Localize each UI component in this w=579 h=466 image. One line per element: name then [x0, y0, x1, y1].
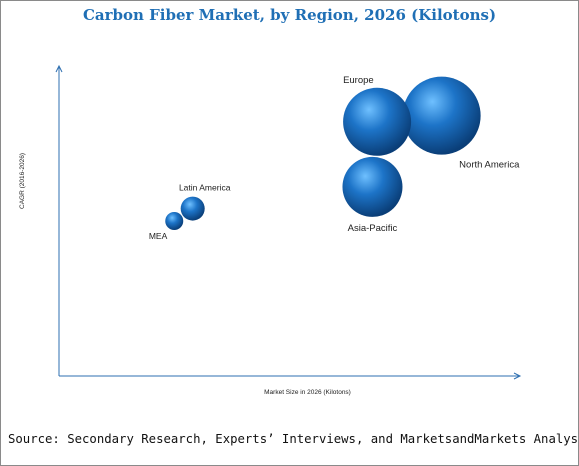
- bubble-mea: [165, 212, 184, 230]
- x-axis-arrow: [513, 372, 522, 380]
- bubble-label-mea: MEA: [149, 231, 168, 241]
- bubble-asia-pacific: [342, 156, 403, 217]
- y-axis-arrow: [55, 64, 63, 73]
- chart-title: Carbon Fiber Market, by Region, 2026 (Ki…: [82, 6, 497, 24]
- bubble-latin-america: [180, 196, 205, 221]
- y-axis-label: CAGR (2016-2026): [19, 153, 26, 209]
- bubble-label-asia-pacific: Asia-Pacific: [348, 223, 398, 234]
- bubble-north-america: [402, 76, 481, 155]
- bubble-label-latin-america: Latin America: [179, 183, 231, 193]
- x-axis-label: Market Size in 2026 (Kilotons): [264, 389, 351, 396]
- bubble-label-north-america: North America: [459, 160, 520, 171]
- bubble-label-europe: Europe: [343, 75, 374, 86]
- bubble-europe: [343, 87, 412, 156]
- source-note: Source: Secondary Research, Experts’ Int…: [8, 432, 579, 446]
